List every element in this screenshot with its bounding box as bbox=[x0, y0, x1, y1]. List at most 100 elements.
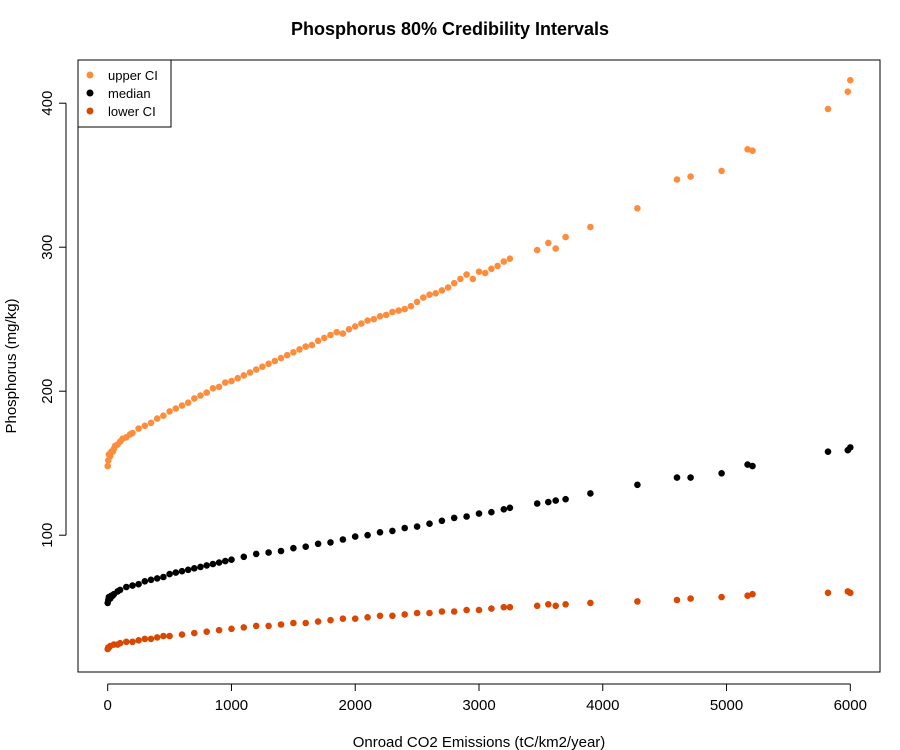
data-point-upper-ci bbox=[481, 269, 489, 277]
data-point-median bbox=[450, 514, 458, 522]
data-point-upper-ci bbox=[228, 377, 235, 385]
data-point-upper-ci bbox=[153, 415, 161, 422]
data-point-upper-ci bbox=[333, 328, 341, 336]
data-point-upper-ci bbox=[135, 425, 142, 432]
y-axis: 100 200 300 400 bbox=[39, 91, 67, 548]
data-point-upper-ci bbox=[533, 246, 541, 254]
data-point-median bbox=[562, 495, 569, 503]
data-point-median bbox=[339, 536, 347, 543]
data-point-upper-ci bbox=[147, 419, 155, 427]
data-point-upper-ci bbox=[749, 147, 756, 154]
data-point-median bbox=[203, 562, 210, 569]
data-point-lower-ci bbox=[376, 612, 384, 620]
data-point-upper-ci bbox=[197, 392, 204, 399]
series-median bbox=[104, 444, 854, 607]
data-point-median bbox=[240, 553, 248, 561]
data-point-lower-ci bbox=[327, 616, 334, 624]
data-point-upper-ci bbox=[271, 357, 279, 365]
data-point-upper-ci bbox=[215, 383, 223, 391]
data-point-upper-ci bbox=[184, 399, 192, 407]
data-point-upper-ci bbox=[469, 275, 477, 283]
data-point-upper-ci bbox=[552, 245, 559, 252]
data-point-lower-ci bbox=[290, 619, 297, 627]
data-point-lower-ci bbox=[141, 635, 149, 643]
data-point-median bbox=[141, 578, 149, 585]
data-point-upper-ci bbox=[824, 105, 832, 113]
data-point-lower-ci bbox=[277, 621, 285, 628]
data-point-lower-ci bbox=[438, 608, 446, 615]
legend-label-upper-ci: upper CI bbox=[108, 68, 158, 83]
data-point-lower-ci bbox=[203, 628, 210, 635]
data-point-median bbox=[533, 500, 541, 507]
data-point-upper-ci bbox=[457, 275, 464, 283]
data-point-upper-ci bbox=[718, 167, 725, 175]
data-point-lower-ci bbox=[562, 601, 569, 608]
legend: upper CI median lower CI bbox=[77, 59, 172, 128]
data-point-median bbox=[475, 510, 483, 517]
data-point-upper-ci bbox=[450, 279, 458, 287]
data-point-median bbox=[426, 520, 433, 527]
data-point-median bbox=[545, 498, 552, 506]
data-point-upper-ci bbox=[382, 311, 390, 319]
data-point-median bbox=[389, 527, 396, 535]
x-tick-label: 4000 bbox=[586, 697, 619, 714]
data-point-median bbox=[673, 474, 681, 481]
legend-marker-upper-ci bbox=[86, 71, 94, 79]
data-point-lower-ci bbox=[847, 589, 854, 597]
data-point-median bbox=[172, 569, 180, 576]
data-point-upper-ci bbox=[314, 337, 322, 345]
data-point-lower-ci bbox=[302, 619, 310, 627]
data-point-median bbox=[153, 575, 161, 582]
data-point-upper-ci bbox=[296, 346, 303, 353]
data-point-upper-ci bbox=[327, 331, 334, 339]
data-point-upper-ci bbox=[166, 408, 173, 415]
data-point-median bbox=[191, 565, 198, 572]
data-point-upper-ci bbox=[234, 374, 241, 382]
x-axis: 0 1000 2000 3000 4000 5000 6000 bbox=[104, 683, 867, 714]
data-point-upper-ci bbox=[413, 298, 421, 306]
data-point-upper-ci bbox=[488, 265, 495, 273]
data-point-upper-ci bbox=[209, 385, 217, 392]
data-point-upper-ci bbox=[104, 462, 111, 470]
data-point-upper-ci bbox=[345, 326, 353, 333]
data-point-median bbox=[463, 513, 470, 520]
data-point-lower-ci bbox=[533, 602, 541, 610]
data-point-lower-ci bbox=[426, 609, 433, 617]
data-point-median bbox=[364, 531, 371, 539]
chart-title: Phosphorus 80% Credibility Intervals bbox=[291, 19, 609, 39]
data-point-lower-ci bbox=[389, 612, 396, 620]
data-point-upper-ci bbox=[259, 363, 266, 371]
data-point-median bbox=[824, 448, 832, 456]
data-point-lower-ci bbox=[401, 611, 409, 618]
data-point-upper-ci bbox=[545, 239, 552, 247]
data-point-lower-ci bbox=[339, 615, 347, 622]
data-point-upper-ci bbox=[444, 284, 452, 291]
data-point-median bbox=[277, 547, 285, 555]
data-point-lower-ci bbox=[500, 603, 508, 611]
legend-box bbox=[77, 59, 172, 128]
plot-frame bbox=[77, 59, 881, 673]
data-point-median bbox=[500, 506, 508, 513]
data-point-median bbox=[178, 567, 186, 575]
data-point-lower-ci bbox=[123, 638, 130, 646]
data-point-lower-ci bbox=[135, 637, 142, 644]
data-point-lower-ci bbox=[475, 606, 483, 614]
data-point-median bbox=[123, 583, 130, 591]
legend-marker-lower-ci bbox=[86, 107, 94, 115]
data-point-upper-ci bbox=[339, 330, 347, 337]
data-point-upper-ci bbox=[308, 341, 316, 349]
data-point-median bbox=[147, 576, 155, 584]
data-point-lower-ci bbox=[687, 595, 694, 602]
data-point-upper-ci bbox=[283, 351, 291, 359]
data-point-upper-ci bbox=[351, 323, 359, 330]
data-point-median bbox=[209, 560, 217, 568]
data-point-upper-ci bbox=[203, 389, 210, 396]
data-point-lower-ci bbox=[364, 614, 371, 621]
data-point-lower-ci bbox=[166, 632, 173, 640]
data-point-lower-ci bbox=[552, 602, 559, 610]
data-point-upper-ci bbox=[500, 258, 508, 265]
legend-marker-median bbox=[86, 89, 94, 97]
data-point-upper-ci bbox=[407, 302, 415, 310]
data-point-upper-ci bbox=[370, 315, 378, 323]
data-point-upper-ci bbox=[426, 291, 433, 299]
